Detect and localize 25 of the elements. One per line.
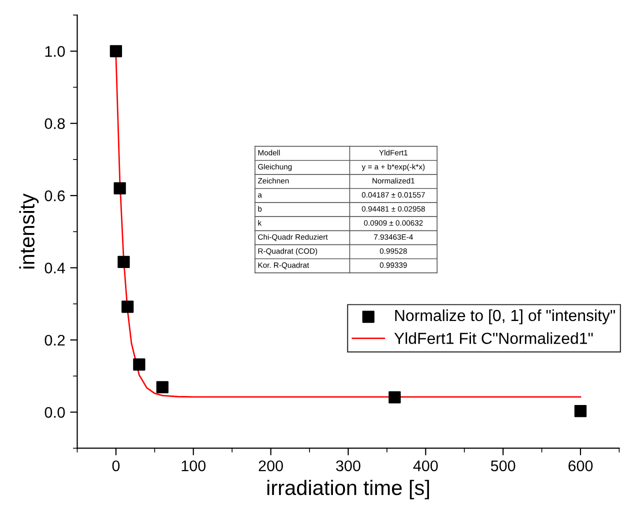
legend-label: Normalize to [0, 1] of "intensity" xyxy=(395,309,615,324)
legend-label: YldFert1 Fit C"Normalized1" xyxy=(394,332,593,344)
point xyxy=(156,381,168,394)
point xyxy=(388,391,401,404)
point xyxy=(133,358,146,371)
x-tick-label: 200 xyxy=(258,460,283,472)
point xyxy=(121,300,134,313)
point xyxy=(110,45,122,58)
x-tick-label: 0 xyxy=(112,460,120,472)
y-tick-label: 0.6 xyxy=(44,190,65,202)
x-axis-title: irradiation time [s] xyxy=(267,480,429,500)
x-tick-label: 300 xyxy=(336,460,360,472)
x-tick-label: 600 xyxy=(568,460,593,472)
y-tick-label: 1.0 xyxy=(45,46,65,57)
x-tick-label: 500 xyxy=(490,460,516,472)
x-tick-label: 100 xyxy=(182,460,206,472)
y-tick-label: 0.2 xyxy=(44,334,65,346)
y-tick-label: 0.8 xyxy=(44,118,65,130)
y-axis-title: intensity xyxy=(19,193,39,268)
y-tick-label: 0.0 xyxy=(44,407,65,418)
point xyxy=(118,256,130,268)
point xyxy=(574,404,587,418)
y-tick-label: 0.4 xyxy=(44,262,65,274)
x-tick-label: 400 xyxy=(413,460,438,472)
point xyxy=(114,182,126,194)
